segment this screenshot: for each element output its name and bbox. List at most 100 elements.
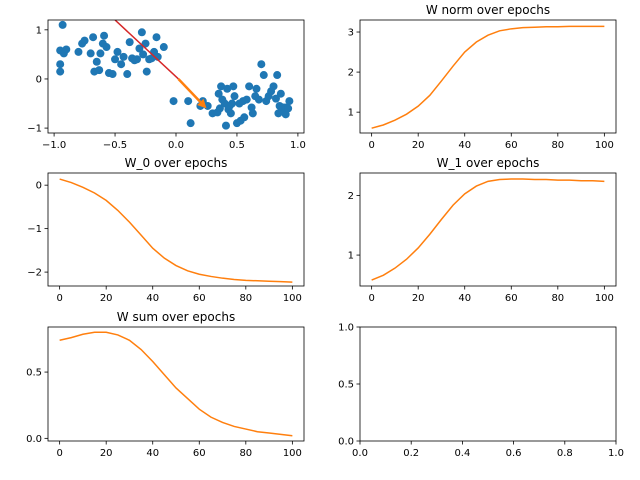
scatter-point [152, 33, 161, 42]
x-tick-label: 100 [283, 293, 302, 304]
x-tick-label: 80 [551, 293, 564, 304]
y-tick-label: 0.0 [338, 437, 354, 448]
axes-frame [359, 326, 617, 442]
scatter-point [74, 47, 83, 56]
scatter-point [135, 44, 144, 53]
y-tick-label: 2 [348, 68, 354, 79]
x-tick-label: 100 [595, 140, 614, 151]
scatter-point [229, 82, 238, 91]
scatter-point [226, 109, 235, 118]
y-tick-label: 0.5 [338, 380, 354, 391]
subplot-scatter: −1.0 −0.5 0.0 0.5 1.0 −1 0 1 [27, 19, 306, 151]
x-tick-label: 0.4 [454, 448, 470, 459]
scatter-point [153, 52, 162, 61]
y-tick-label: 0.5 [26, 368, 42, 379]
x-tick-label: 0 [368, 140, 374, 151]
scatter-point [119, 52, 128, 61]
subplot-w1: 0 20 40 60 80 100 1 2 W_1 over epochs [348, 156, 617, 304]
scatter-point [248, 109, 257, 118]
scatter-point [96, 49, 105, 58]
scatter-point [125, 38, 134, 47]
x-tick-label: 0.5 [229, 140, 245, 151]
x-tick-label: 100 [595, 293, 614, 304]
x-tick-label: 80 [239, 448, 252, 459]
scatter-point [221, 121, 230, 130]
scatter-point [102, 43, 111, 52]
axes-frame [47, 326, 305, 442]
scatter-point [284, 104, 293, 113]
y-tick-label: −1 [27, 124, 42, 135]
scatter-point [245, 82, 254, 91]
x-tick-label: 60 [193, 293, 206, 304]
scatter-point [113, 47, 122, 56]
series-line [371, 178, 605, 281]
subplot-empty: 0.0 0.2 0.4 0.6 0.8 1.0 0.0 0.5 1.0 [338, 323, 624, 460]
x-tick-label: 1.0 [290, 140, 306, 151]
x-tick-label: 20 [412, 293, 425, 304]
axes-frame [47, 172, 305, 287]
scatter-point [257, 60, 266, 69]
x-tick-label: 1.0 [608, 448, 624, 459]
y-tick-label: 1 [348, 251, 354, 262]
plot-area [56, 20, 294, 130]
subplot-w-norm: 0 20 40 60 80 100 1 2 3 W norm over epochs [348, 3, 617, 151]
scatter-point [273, 71, 282, 80]
scatter-point [276, 89, 285, 98]
scatter-point [186, 119, 195, 128]
scatter-point [184, 97, 193, 106]
x-tick-label: 0.0 [352, 448, 368, 459]
scatter-point [228, 99, 237, 108]
x-tick-label: −0.5 [103, 140, 127, 151]
scatter-point [214, 89, 223, 98]
scatter-point [117, 60, 126, 69]
x-tick-label: 80 [551, 140, 564, 151]
weight-arrow-head [197, 98, 207, 109]
x-tick-label: 40 [458, 293, 471, 304]
x-tick-label: 60 [505, 293, 518, 304]
y-tick-label: 2 [348, 191, 354, 202]
axes-frame [359, 19, 617, 134]
subplot-title: W sum over epochs [117, 310, 235, 324]
scatter-point [56, 67, 65, 76]
plot-area [59, 178, 293, 283]
y-tick-label: 0 [36, 74, 42, 85]
y-tick-label: 0 [36, 181, 42, 192]
x-tick-label: 40 [146, 448, 159, 459]
x-tick-label: 0 [56, 293, 62, 304]
series-line [59, 331, 293, 437]
x-tick-label: 20 [412, 140, 425, 151]
x-tick-label: 0 [368, 293, 374, 304]
y-tick-label: 1.0 [338, 323, 354, 334]
plot-area [59, 331, 293, 437]
y-tick-label: −2 [27, 268, 42, 279]
x-tick-label: −1.0 [42, 140, 66, 151]
x-tick-label: 0.0 [168, 140, 184, 151]
subplot-w0: 0 20 40 60 80 100 −2 −1 0 W_0 over epochs [27, 156, 305, 304]
series-line [371, 25, 605, 129]
scatter-point [139, 50, 148, 59]
scatter-point [132, 55, 141, 64]
scatter-point [95, 66, 104, 75]
scatter-point [254, 95, 263, 104]
scatter-point [89, 33, 98, 42]
scatter-point [271, 94, 280, 103]
subplot-w-sum: 0 20 40 60 80 100 0.0 0.5 W sum over epochs [26, 310, 305, 459]
x-tick-label: 0.6 [506, 448, 522, 459]
scatter-point [215, 104, 224, 113]
y-tick-label: −1 [27, 224, 42, 235]
x-tick-label: 80 [239, 293, 252, 304]
scatter-point [223, 84, 232, 93]
scatter-point [86, 49, 95, 58]
scatter-point [259, 71, 268, 80]
y-tick-label: 1 [348, 108, 354, 119]
weight-arrow [177, 78, 202, 103]
series-line [59, 178, 293, 283]
scatter-point [100, 31, 109, 40]
decision-line [114, 20, 179, 80]
plot-area [371, 178, 605, 281]
scatter-point [80, 36, 89, 45]
scatter-point [159, 43, 168, 52]
x-tick-label: 60 [193, 448, 206, 459]
x-tick-label: 20 [100, 448, 113, 459]
